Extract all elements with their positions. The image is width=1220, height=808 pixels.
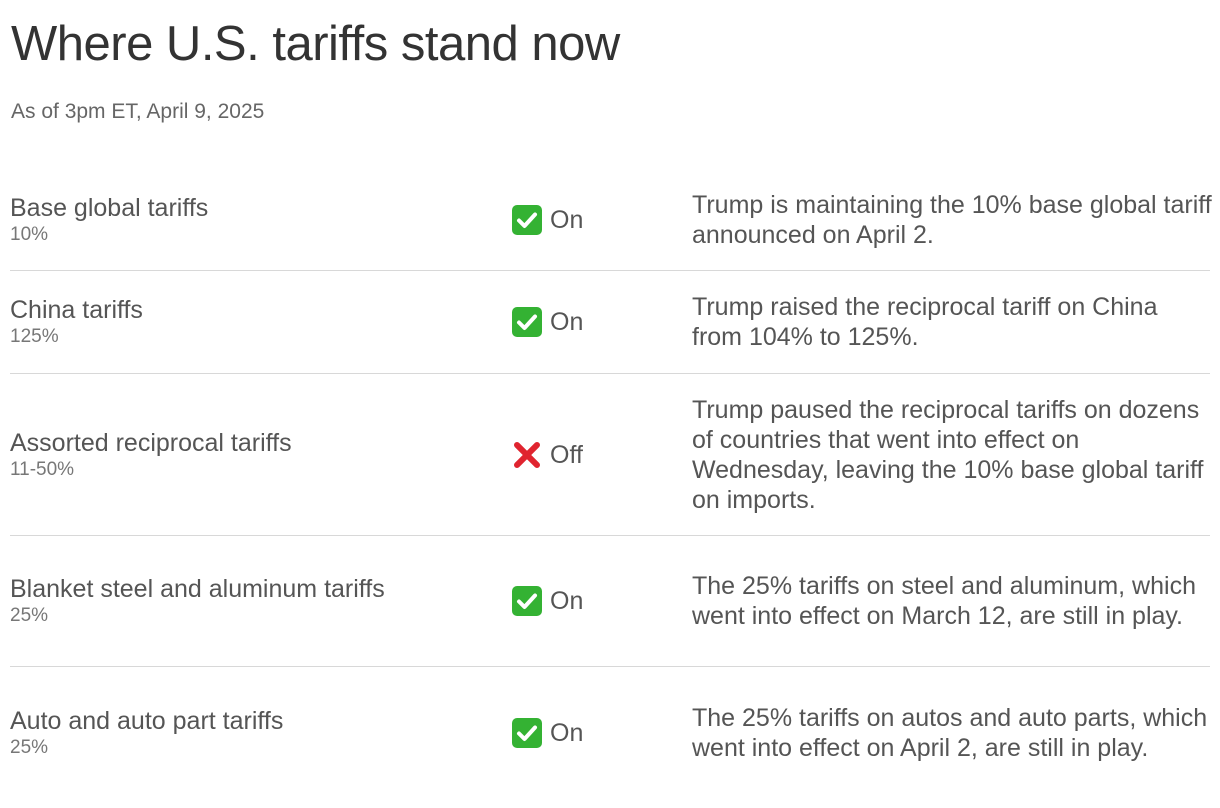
tariff-rate: 25% <box>10 605 49 626</box>
tariff-description: The 25% tariffs on autos and auto parts,… <box>692 704 1208 762</box>
tariff-name-cell: China tariffs 125% <box>10 271 490 373</box>
tariff-status-cell: On <box>512 271 672 373</box>
tariff-description-cell: The 25% tariffs on steel and aluminum, w… <box>692 536 1212 666</box>
tariff-status-cell: On <box>512 536 672 666</box>
tariff-name-cell: Blanket steel and aluminum tariffs 25% <box>10 536 490 666</box>
tariff-name: Assorted reciprocal tariffs <box>10 428 292 457</box>
tariff-rate: 25% <box>10 737 49 758</box>
page-subtitle: As of 3pm ET, April 9, 2025 <box>11 100 265 123</box>
tariff-description-cell: Trump is maintaining the 10% base global… <box>692 170 1212 270</box>
tariff-name: Base global tariffs <box>10 194 209 222</box>
tariff-description: Trump paused the reciprocal tariffs on d… <box>692 395 1204 514</box>
table-row: Assorted reciprocal tariffs 11-50% Off T… <box>10 374 1210 536</box>
tariff-rate: 125% <box>10 326 59 347</box>
tariff-name-cell: Base global tariffs 10% <box>10 170 490 270</box>
tariff-description-cell: The 25% tariffs on autos and auto parts,… <box>692 668 1212 798</box>
tariff-status-cell: On <box>512 668 672 798</box>
tariff-status: On <box>550 206 584 234</box>
check-mark-icon <box>512 205 542 235</box>
page-title: Where U.S. tariffs stand now <box>11 17 620 71</box>
tariff-name-cell: Auto and auto part tariffs 25% <box>10 668 490 798</box>
tariff-description-cell: Trump paused the reciprocal tariffs on d… <box>692 374 1212 535</box>
table-row: China tariffs 125% On Trump raised the r… <box>10 271 1210 374</box>
tariff-status: On <box>550 308 584 336</box>
table-row: Auto and auto part tariffs 25% On The 25… <box>10 668 1210 798</box>
tariff-rate: 11-50% <box>10 458 75 480</box>
tariff-description: The 25% tariffs on steel and aluminum, w… <box>692 572 1196 630</box>
tariff-name: Blanket steel and aluminum tariffs <box>10 575 385 603</box>
tariff-rate: 10% <box>10 224 49 245</box>
tariff-status-cell: Off <box>512 374 672 535</box>
check-mark-icon <box>512 718 542 748</box>
tariff-status: On <box>550 719 584 747</box>
tariff-name: China tariffs <box>10 296 143 324</box>
tariff-description-cell: Trump raised the reciprocal tariff on Ch… <box>692 271 1212 373</box>
tariff-name: Auto and auto part tariffs <box>10 707 284 735</box>
table-row: Base global tariffs 10% On Trump is main… <box>10 170 1212 271</box>
cross-mark-icon <box>512 440 542 470</box>
tariff-status-cell: On <box>512 170 672 270</box>
tariff-description: Trump is maintaining the 10% base global… <box>692 191 1212 249</box>
tariff-description: Trump raised the reciprocal tariff on Ch… <box>692 293 1158 351</box>
table-row: Blanket steel and aluminum tariffs 25% O… <box>10 536 1210 667</box>
check-mark-icon <box>512 307 542 337</box>
tariff-status: Off <box>550 440 583 469</box>
check-mark-icon <box>512 586 542 616</box>
tariff-status: On <box>550 587 584 615</box>
tariff-name-cell: Assorted reciprocal tariffs 11-50% <box>10 374 490 535</box>
